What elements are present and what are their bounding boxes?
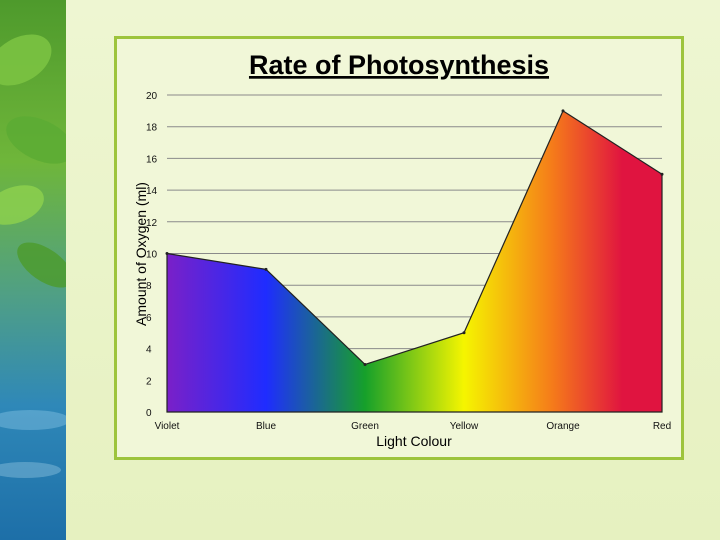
x-tick-labels: Violet Blue Green Yellow Orange Red (155, 421, 672, 432)
y-tick-label: 16 (146, 154, 158, 165)
data-point-green (363, 362, 367, 366)
y-axis-title: Amount of Oxygen (ml) (133, 182, 149, 326)
y-tick-labels: 0 2 4 6 8 10 12 14 16 18 20 (146, 91, 158, 419)
y-tick-label: 20 (146, 91, 158, 102)
x-tick-label-yellow: Yellow (450, 421, 479, 432)
y-tick-label: 18 (146, 123, 158, 134)
x-tick-label-orange: Orange (546, 421, 580, 432)
y-tick-label: 10 (146, 250, 158, 261)
chart-title: Rate of Photosynthesis (249, 50, 549, 80)
x-tick-label-red: Red (653, 421, 671, 432)
leaf-water-decoration (0, 0, 66, 540)
y-tick-label: 4 (146, 345, 152, 356)
y-tick-label: 2 (146, 376, 152, 387)
y-tick-label: 0 (146, 408, 152, 419)
x-tick-label-green: Green (351, 421, 379, 432)
x-axis-title: Light Colour (376, 433, 452, 449)
y-tick-label: 6 (146, 313, 152, 324)
data-points (165, 109, 664, 366)
x-tick-label-violet: Violet (155, 421, 180, 432)
data-point-orange (561, 109, 565, 113)
y-tick-label: 12 (146, 218, 158, 229)
data-point-yellow (462, 331, 466, 335)
y-tick-label: 14 (146, 186, 158, 197)
data-point-red (660, 172, 664, 176)
y-tick-label: 8 (146, 281, 152, 292)
data-point-blue (264, 267, 268, 271)
leaf-icon (0, 34, 66, 478)
x-tick-label-blue: Blue (256, 421, 276, 432)
data-area (166, 109, 663, 413)
data-point-violet (165, 252, 169, 255)
